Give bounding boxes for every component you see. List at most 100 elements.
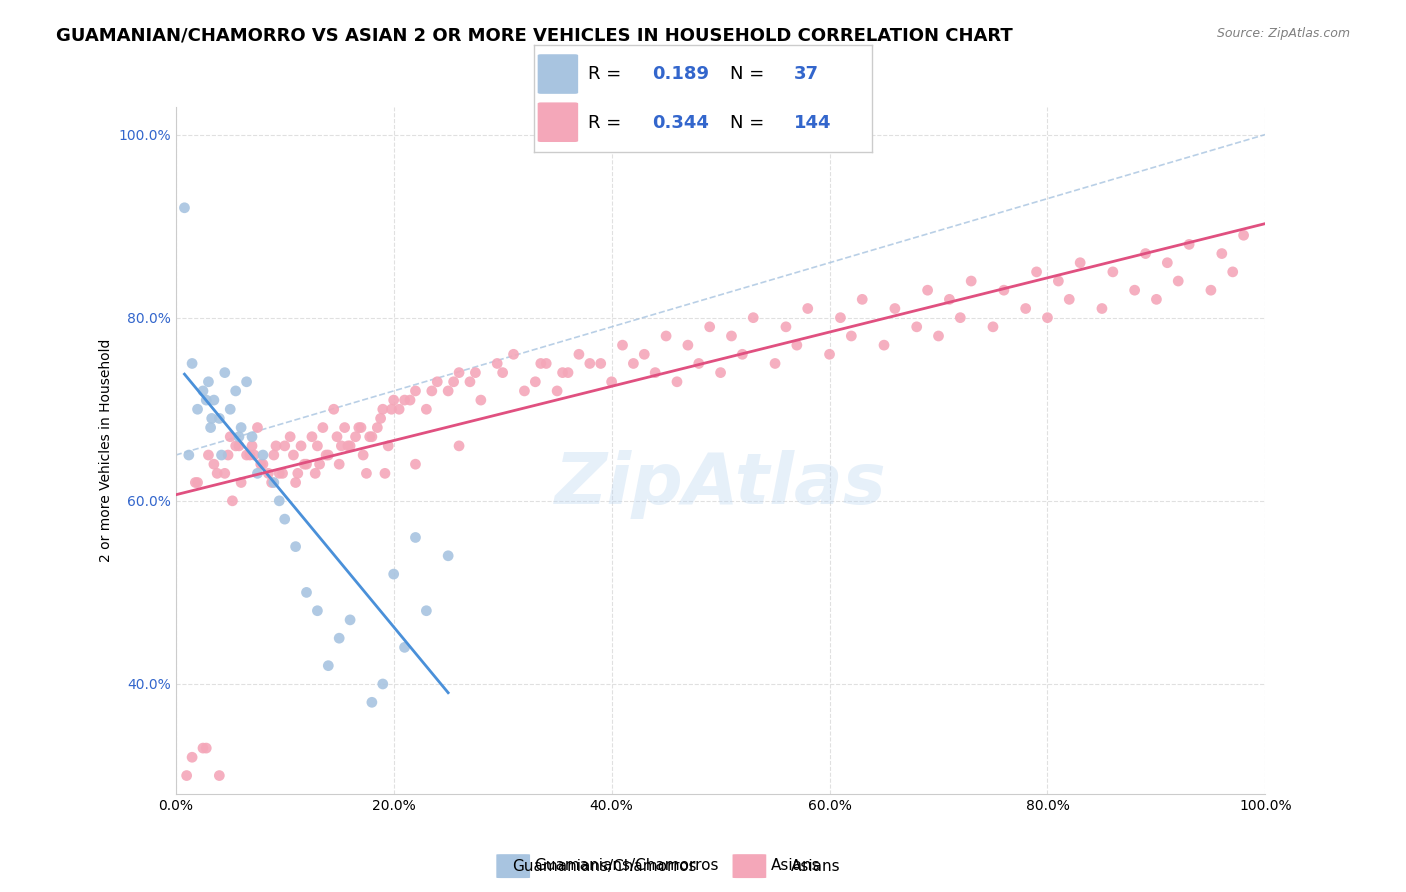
- Point: [1015, 301, 1038, 316]
- Point: [271, 467, 294, 481]
- Point: [981, 319, 1004, 334]
- Point: [260, 475, 283, 490]
- Point: [361, 430, 384, 444]
- Text: Guamanians/Chamorros: Guamanians/Chamorros: [534, 858, 718, 872]
- Point: [720, 329, 742, 343]
- FancyBboxPatch shape: [496, 855, 530, 878]
- Point: [366, 420, 388, 434]
- Point: [333, 420, 356, 434]
- Text: R =: R =: [588, 64, 627, 82]
- Point: [264, 439, 287, 453]
- Point: [284, 475, 307, 490]
- Point: [1123, 283, 1146, 297]
- Point: [328, 631, 350, 645]
- Point: [873, 338, 896, 352]
- FancyBboxPatch shape: [537, 54, 578, 94]
- Point: [304, 467, 326, 481]
- Point: [993, 283, 1015, 297]
- Point: [710, 366, 733, 380]
- Point: [308, 457, 330, 471]
- Point: [1222, 265, 1244, 279]
- Point: [644, 366, 666, 380]
- Point: [688, 356, 710, 370]
- Point: [326, 430, 349, 444]
- Point: [205, 467, 228, 481]
- Point: [502, 347, 524, 361]
- Point: [278, 430, 301, 444]
- Point: [405, 531, 427, 545]
- Point: [208, 411, 231, 425]
- Point: [534, 356, 557, 370]
- Point: [274, 439, 297, 453]
- Point: [263, 448, 285, 462]
- Point: [600, 375, 623, 389]
- Point: [1135, 246, 1157, 260]
- Text: N =: N =: [730, 114, 770, 132]
- Point: [676, 338, 699, 352]
- Point: [370, 411, 392, 425]
- Point: [235, 375, 257, 389]
- Point: [447, 366, 470, 380]
- Point: [202, 457, 225, 471]
- Point: [318, 658, 340, 673]
- Point: [214, 366, 236, 380]
- Point: [371, 677, 394, 691]
- Point: [356, 467, 378, 481]
- Point: [301, 430, 323, 444]
- Point: [191, 741, 214, 756]
- Point: [287, 467, 309, 481]
- Text: ZipAtlas: ZipAtlas: [555, 450, 886, 519]
- Point: [221, 493, 243, 508]
- Point: [243, 448, 266, 462]
- Point: [225, 384, 247, 398]
- Point: [382, 567, 405, 582]
- Point: [257, 467, 280, 481]
- Point: [949, 310, 972, 325]
- Point: [530, 356, 553, 370]
- Point: [579, 356, 602, 370]
- FancyBboxPatch shape: [537, 103, 578, 142]
- Point: [195, 741, 218, 756]
- Point: [851, 293, 873, 307]
- Point: [1102, 265, 1125, 279]
- Point: [742, 310, 765, 325]
- Point: [217, 448, 239, 462]
- Point: [208, 768, 231, 782]
- Point: [443, 375, 465, 389]
- Point: [240, 430, 263, 444]
- Point: [699, 319, 721, 334]
- Point: [173, 201, 195, 215]
- Point: [228, 430, 250, 444]
- Point: [415, 604, 437, 618]
- Point: [191, 384, 214, 398]
- Point: [347, 420, 370, 434]
- Point: [1167, 274, 1189, 288]
- Point: [830, 310, 852, 325]
- Point: [318, 448, 340, 462]
- Point: [447, 439, 470, 453]
- Point: [252, 448, 274, 462]
- Point: [589, 356, 612, 370]
- Point: [818, 347, 841, 361]
- Point: [841, 329, 863, 343]
- Point: [458, 375, 481, 389]
- Point: [197, 375, 219, 389]
- Point: [666, 375, 689, 389]
- Point: [352, 448, 374, 462]
- Point: [350, 420, 373, 434]
- Point: [1047, 274, 1070, 288]
- Point: [239, 448, 262, 462]
- Point: [917, 283, 939, 297]
- Point: [1025, 265, 1047, 279]
- Point: [960, 274, 983, 288]
- Text: Asians: Asians: [790, 859, 841, 874]
- Point: [339, 613, 361, 627]
- Point: [295, 585, 318, 599]
- Point: [307, 439, 329, 453]
- Point: [1211, 246, 1233, 260]
- Point: [344, 430, 367, 444]
- Text: N =: N =: [730, 64, 770, 82]
- Point: [775, 319, 797, 334]
- Point: [219, 402, 242, 417]
- Point: [399, 393, 422, 408]
